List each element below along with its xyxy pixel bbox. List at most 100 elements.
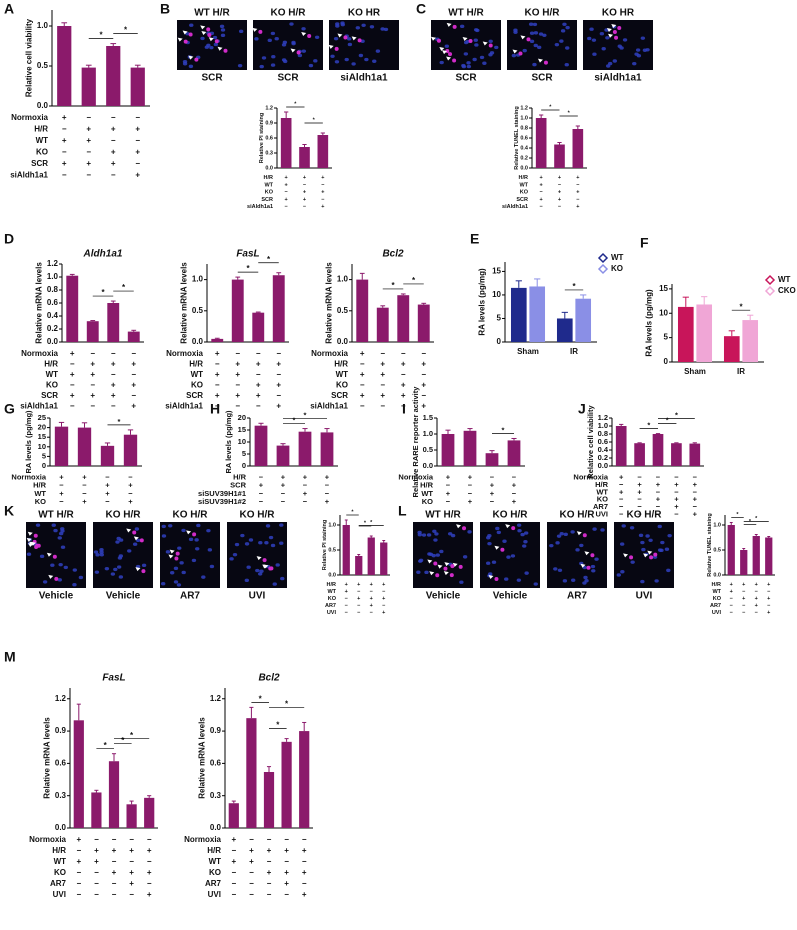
y-axis-label: Relative RARE reporter activity <box>411 386 420 498</box>
arrowhead <box>446 56 452 61</box>
nucleus <box>220 33 226 38</box>
condition-mark: + <box>131 360 136 369</box>
nucleus <box>553 567 558 571</box>
condition-mark: + <box>285 197 288 203</box>
nucleus <box>104 566 110 571</box>
condition-mark: − <box>70 360 75 369</box>
condition-mark: − <box>558 204 561 210</box>
image-top-label: WT H/R <box>38 510 74 521</box>
panel-letter: L <box>398 503 407 519</box>
condition-mark: + <box>755 596 758 602</box>
condition-mark: − <box>421 391 426 400</box>
condition-mark: − <box>303 497 308 506</box>
panel-letter: K <box>4 503 14 519</box>
condition-mark: + <box>619 472 624 481</box>
arrowhead <box>442 50 448 55</box>
condition-mark: + <box>325 497 330 506</box>
significance-label: * <box>739 302 743 311</box>
bar <box>677 306 694 362</box>
significance-label: * <box>391 281 395 290</box>
nucleus <box>181 528 186 533</box>
nucleus <box>488 572 493 576</box>
condition-mark: − <box>637 502 642 511</box>
nucleus <box>556 534 562 538</box>
condition-mark: − <box>135 159 140 168</box>
nucleus <box>636 53 642 58</box>
y-tick-label: 0.4 <box>520 145 529 151</box>
nucleus <box>220 28 226 32</box>
bar <box>127 331 140 342</box>
condition-mark: + <box>111 360 116 369</box>
nucleus <box>195 547 200 551</box>
significance-label: * <box>412 276 416 285</box>
bar <box>556 318 573 342</box>
image-bottom-label: siAldh1a1 <box>594 73 642 84</box>
stained-cell <box>188 32 193 37</box>
condition-mark: − <box>380 381 385 390</box>
condition-label: AR7 <box>593 502 608 511</box>
y-tick-label: 1.2 <box>47 259 59 268</box>
condition-mark: − <box>267 879 272 888</box>
arrowhead <box>200 25 206 30</box>
nucleus <box>607 61 613 66</box>
nucleus <box>333 36 339 41</box>
nucleus <box>270 543 276 548</box>
condition-mark: + <box>147 846 152 855</box>
nucleus <box>209 45 214 50</box>
nucleus <box>459 24 465 29</box>
micrograph <box>547 522 607 588</box>
condition-label: WT <box>712 589 721 595</box>
significance-label: * <box>675 411 678 420</box>
nucleus <box>630 560 635 564</box>
arrowhead <box>351 36 357 41</box>
nucleus <box>179 561 184 565</box>
stained-cell <box>443 566 448 571</box>
legend-label: CKO <box>778 286 796 295</box>
condition-label: WT <box>327 589 336 595</box>
y-tick-label: 0.3 <box>210 791 222 800</box>
stained-cell <box>582 533 587 538</box>
arrowhead <box>177 37 183 42</box>
bar <box>356 279 369 342</box>
nucleus <box>57 536 62 540</box>
condition-mark: + <box>345 582 348 588</box>
condition-mark: + <box>490 489 495 498</box>
nucleus <box>473 38 478 42</box>
condition-mark: + <box>380 360 385 369</box>
nucleus <box>272 582 277 586</box>
condition-mark: − <box>357 603 360 609</box>
condition-mark: + <box>360 370 365 379</box>
bar <box>615 426 627 466</box>
condition-label: KO <box>328 596 337 602</box>
nucleus <box>259 569 264 573</box>
nucleus <box>516 578 522 582</box>
condition-mark: − <box>86 148 91 157</box>
condition-mark: + <box>512 481 517 490</box>
panel-letter: J <box>578 401 586 417</box>
arrowhead <box>208 37 214 42</box>
condition-mark: − <box>490 497 495 506</box>
arrowhead <box>337 33 343 38</box>
nucleus <box>94 570 100 574</box>
nucleus <box>645 534 650 538</box>
condition-mark: − <box>637 495 642 504</box>
condition-label: WT <box>191 370 204 379</box>
condition-label: KO <box>265 190 274 196</box>
nucleus <box>207 548 213 552</box>
significance-label: * <box>101 288 105 297</box>
condition-mark: − <box>267 890 272 899</box>
condition-mark: + <box>576 190 579 196</box>
condition-mark: − <box>321 182 324 188</box>
condition-label: KO <box>336 381 348 390</box>
significance-label: * <box>246 264 250 273</box>
y-tick-label: 0.8 <box>520 125 528 131</box>
condition-mark: − <box>674 472 679 481</box>
condition-mark: − <box>259 472 264 481</box>
nucleus <box>654 579 659 583</box>
condition-mark: + <box>59 472 64 481</box>
condition-mark: + <box>693 495 698 504</box>
y-tick-label: 0.6 <box>598 437 608 446</box>
condition-label: KO <box>520 190 529 196</box>
condition-mark: + <box>111 381 116 390</box>
arrowhead <box>456 524 462 529</box>
